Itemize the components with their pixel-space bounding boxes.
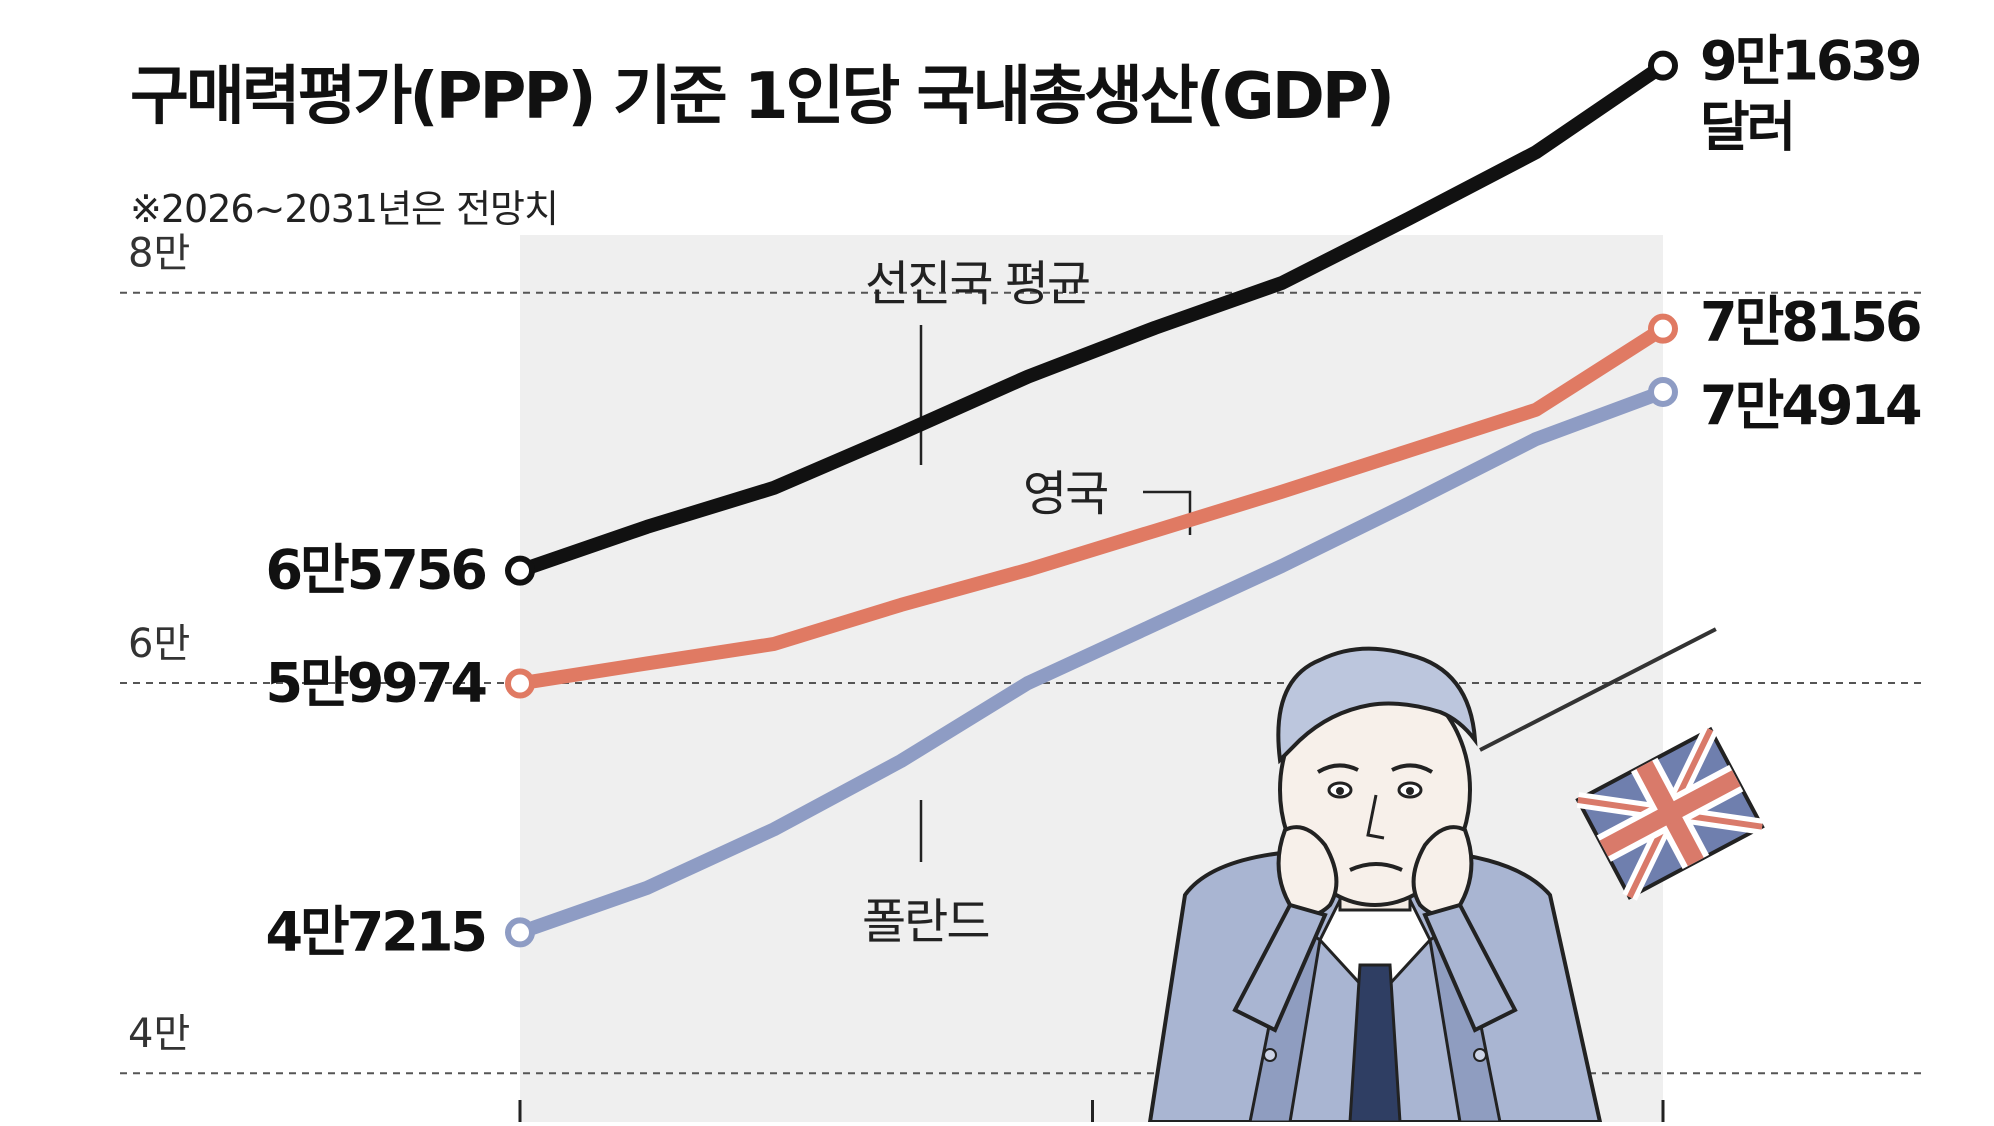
y-axis-labels: 4만 6만 8만 [128,231,190,1058]
series-label-uk: 영국 [1023,466,1107,522]
end-marker-poland [1648,376,1678,407]
flag-pole [1479,627,1717,752]
chart-title: 구매력평가(PPP) 기준 1인당 국내총생산(GDP) [130,60,1392,134]
start-value-label-uk: 5만9974 [265,651,486,714]
series-line-uk [513,321,1670,691]
series-label-advanced-avg: 선진국 평균 [865,256,1089,312]
chart-note: ※2026~2031년은 전망치 [130,187,558,231]
end-marker-uk [1648,313,1678,344]
necktie [1348,963,1402,1124]
series-layer [505,50,1678,948]
hair [1276,646,1478,765]
forearm-left [1232,902,1328,1033]
series-label-poland: 폴란드 [862,894,988,950]
end-marker-advanced-avg [1648,50,1678,81]
nose [1366,794,1385,840]
sleeve-button [1473,1048,1487,1062]
end-value-label-poland: 7만4914 [1700,374,1921,437]
union-jack-flag [1575,726,1765,901]
sleeve-button [1263,1048,1277,1062]
mouth-frown [1349,862,1403,872]
end-value-unit-advanced-avg: 달러 [1700,96,1793,159]
y-tick-label: 8만 [128,231,190,277]
end-value-label-uk: 7만8156 [1700,291,1920,354]
start-marker-advanced-avg [505,555,535,586]
start-value-label-advanced-avg: 6만5756 [265,539,485,602]
hand-right [1411,825,1474,917]
eyebrow-left [1316,763,1359,774]
start-value-label-poland: 4만7215 [265,900,485,963]
y-tick-label: 4만 [128,1011,190,1057]
end-value-label-advanced-avg: 9만1639 [1700,30,1920,93]
start-marker-poland [505,917,535,948]
y-tick-label: 6만 [128,621,190,667]
series-line-advanced-avg [513,58,1670,578]
series-line-poland [513,384,1670,940]
eyebrow-right [1391,763,1434,774]
worried-man-illustration [1147,627,1765,1124]
forearm-right [1422,902,1518,1033]
hand-left [1276,825,1339,917]
start-marker-uk [505,668,535,699]
